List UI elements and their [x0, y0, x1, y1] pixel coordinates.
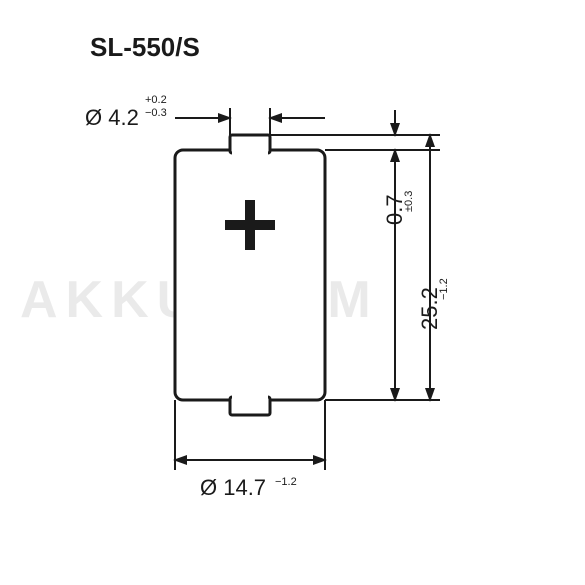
top-dia-tol-top: +0.2	[145, 94, 167, 106]
top-dia-tol-bot: −0.3	[145, 107, 167, 119]
bottom-label: Ø 14.7	[200, 475, 266, 500]
top-dimension: Ø 4.2 +0.2 −0.3	[85, 94, 325, 135]
bottom-tol: −1.2	[275, 476, 297, 488]
right1-tol: ±0.3	[403, 191, 415, 212]
technical-drawing: Ø 4.2 +0.2 −0.3 0.7 ±0.3 25.2 −1.2 Ø 14.…	[0, 0, 585, 585]
diagram-container: { "title": "SL-550/S", "watermark": "AKK…	[0, 0, 585, 585]
battery-body	[175, 150, 325, 400]
right2-tol: −1.2	[438, 278, 450, 300]
top-dia-label: Ø 4.2	[85, 105, 139, 130]
